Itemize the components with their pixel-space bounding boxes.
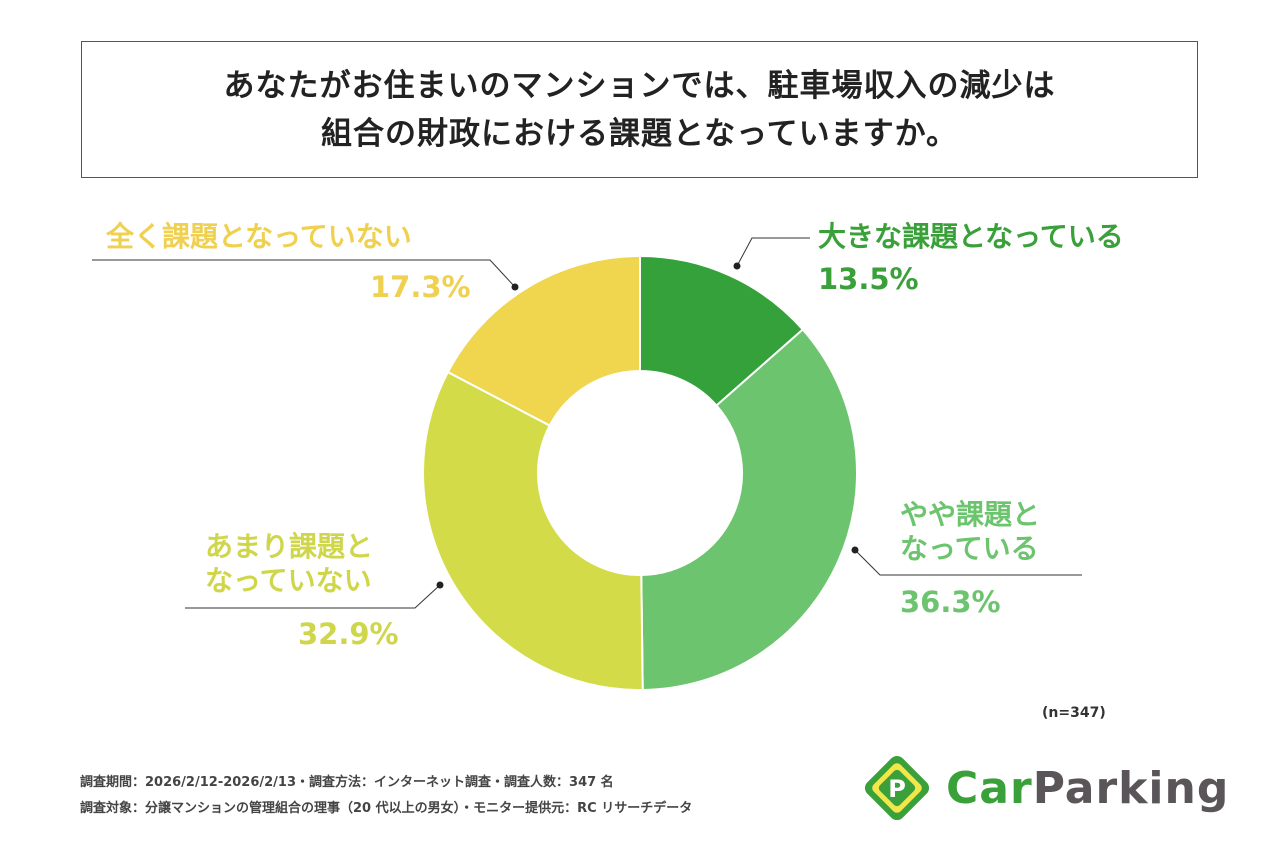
svg-text:P: P bbox=[888, 775, 906, 803]
leader-dot-3 bbox=[511, 283, 519, 291]
donut-slice-3 bbox=[446, 254, 641, 427]
donut-slice-2 bbox=[422, 370, 644, 691]
sample-size: (n=347) bbox=[1042, 705, 1106, 721]
leader-dot-1 bbox=[851, 546, 859, 554]
leader-dot-2 bbox=[436, 581, 444, 589]
donut-slice-1 bbox=[640, 328, 858, 691]
carparking-logo: P CarParking bbox=[862, 753, 1229, 823]
slice-value-2: 32.9% bbox=[298, 617, 399, 651]
leader-dot-0 bbox=[733, 262, 741, 270]
parking-logo-icon: P bbox=[864, 755, 930, 821]
slice-value-1: 36.3% bbox=[900, 585, 1001, 619]
slice-label-3: 全く課題となっていない bbox=[106, 220, 412, 253]
title-line-1: あなたがお住まいのマンションでは、駐車場収入の減少は bbox=[223, 67, 1056, 104]
slice-value-3: 17.3% bbox=[370, 270, 471, 304]
slice-label-2: あまり課題と なっていない bbox=[205, 530, 374, 597]
slice-label-0: 大きな課題となっている bbox=[818, 220, 1124, 253]
leader-line-3 bbox=[92, 259, 516, 288]
slice-label-1: やや課題と なっている bbox=[900, 498, 1041, 565]
footer-line-1: 調査期間：2026/2/12-2026/2/13・調査方法：インターネット調査・… bbox=[80, 775, 614, 790]
logo-text-parking: Parking bbox=[1032, 762, 1230, 814]
logo-text-car: Car bbox=[946, 762, 1033, 814]
leader-line-0 bbox=[736, 237, 810, 267]
leader-line-2 bbox=[185, 584, 441, 609]
footer-line-2: 調査対象：分譲マンションの管理組合の理事（20 代以上の男女）・モニター提供元：… bbox=[80, 801, 693, 816]
chart-title: あなたがお住まいのマンションでは、駐車場収入の減少は 組合の財政における課題とな… bbox=[81, 41, 1198, 178]
title-line-2: 組合の財政における課題となっていますか。 bbox=[321, 115, 958, 152]
slice-value-0: 13.5% bbox=[818, 262, 919, 296]
leader-line-1 bbox=[854, 549, 1082, 576]
